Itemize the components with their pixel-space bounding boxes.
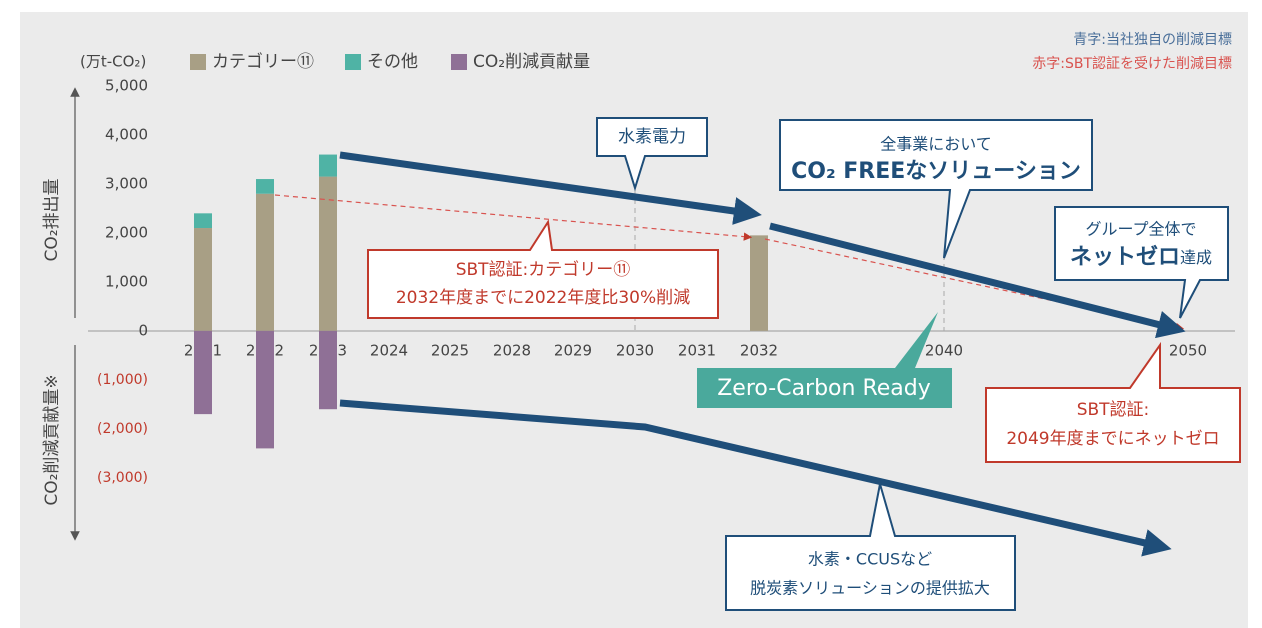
x-tick-label: 2024 xyxy=(370,342,408,360)
y-tick-label: 0 xyxy=(138,321,148,339)
callout-text: グループ全体で xyxy=(1085,220,1196,239)
callout xyxy=(1054,206,1229,319)
callout-text: 全事業において xyxy=(880,135,992,154)
callout xyxy=(596,117,708,192)
bar xyxy=(194,228,212,331)
x-tick-label: 2032 xyxy=(740,342,778,360)
trend-arrow xyxy=(339,151,762,225)
callout-text: 水素電力 xyxy=(618,127,686,147)
callout xyxy=(725,483,1016,611)
x-tick-label: 2029 xyxy=(554,342,592,360)
legend-swatch xyxy=(190,54,206,70)
trend-arrow xyxy=(769,222,1186,339)
bar xyxy=(256,193,274,331)
bar xyxy=(319,330,337,410)
legend-swatch xyxy=(345,54,361,70)
callout-text: 水素・CCUSなど xyxy=(808,550,932,569)
callouts: 水素電力 全事業において CO₂ FREEなソリューション グループ全体で ネッ… xyxy=(367,117,1241,611)
trend-lines xyxy=(274,151,1186,557)
x-tick-label: 2040 xyxy=(925,342,963,360)
callout-text: ネットゼロ達成 xyxy=(1070,245,1212,270)
note: 青字:当社独自の削減目標 xyxy=(1073,31,1232,48)
y-tick-label: 5,000 xyxy=(105,77,148,95)
callout-text: 2049年度までにネットゼロ xyxy=(1006,429,1219,449)
callout-text: 2032年度までに2022年度比30%削減 xyxy=(396,288,690,308)
note: 赤字:SBT認証を受けた削減目標 xyxy=(1032,55,1232,72)
x-tick-label: 2031 xyxy=(678,342,716,360)
legend-label: カテゴリー⑪ xyxy=(212,51,314,72)
bar xyxy=(256,330,274,449)
bar xyxy=(319,154,337,177)
callout xyxy=(367,219,719,319)
y-tick-label: 1,000 xyxy=(105,272,148,290)
x-tick-label: 2028 xyxy=(493,342,531,360)
y-tick-label: (1,000) xyxy=(97,372,148,388)
bar xyxy=(319,176,337,331)
x-tick-label: 2050 xyxy=(1169,342,1207,360)
panel xyxy=(20,12,1248,628)
trend-arrow xyxy=(339,399,1172,557)
callout-text: SBT認証: xyxy=(1077,400,1150,420)
callout xyxy=(697,312,952,408)
bar xyxy=(750,235,768,331)
callout-text: ネットゼロ xyxy=(1070,245,1180,270)
y-axis-label-lower: CO₂削減貢献量※ xyxy=(42,374,62,505)
callout-text: 脱炭素ソリューションの提供拡大 xyxy=(750,579,990,598)
bar xyxy=(256,179,274,194)
legend-label: CO₂削減貢献量 xyxy=(473,52,590,72)
bars xyxy=(194,154,768,449)
callout-text: Zero-Carbon Ready xyxy=(717,376,931,401)
callout xyxy=(779,119,1093,259)
callout xyxy=(985,341,1241,463)
bar xyxy=(194,330,212,415)
legend-label: その他 xyxy=(367,52,418,72)
y-tick-label: (3,000) xyxy=(97,470,148,486)
y-tick-label: (2,000) xyxy=(97,421,148,437)
x-tick-label: 2025 xyxy=(431,342,469,360)
y-tick-label: 3,000 xyxy=(105,174,148,192)
sbt-line xyxy=(274,194,753,241)
y-tick-label: 2,000 xyxy=(105,223,148,241)
legend-swatch xyxy=(451,54,467,70)
y-axis-label: CO₂排出量 xyxy=(42,178,62,261)
unit-label: (万t-CO₂) xyxy=(80,53,146,71)
callout-text: SBT認証:カテゴリー⑪ xyxy=(456,259,631,280)
callout-text: 達成 xyxy=(1180,248,1212,267)
callout-text: CO₂ FREEなソリューション xyxy=(791,159,1081,184)
bar xyxy=(194,213,212,229)
x-tick-label: 2030 xyxy=(616,342,654,360)
y-tick-label: 4,000 xyxy=(105,125,148,143)
